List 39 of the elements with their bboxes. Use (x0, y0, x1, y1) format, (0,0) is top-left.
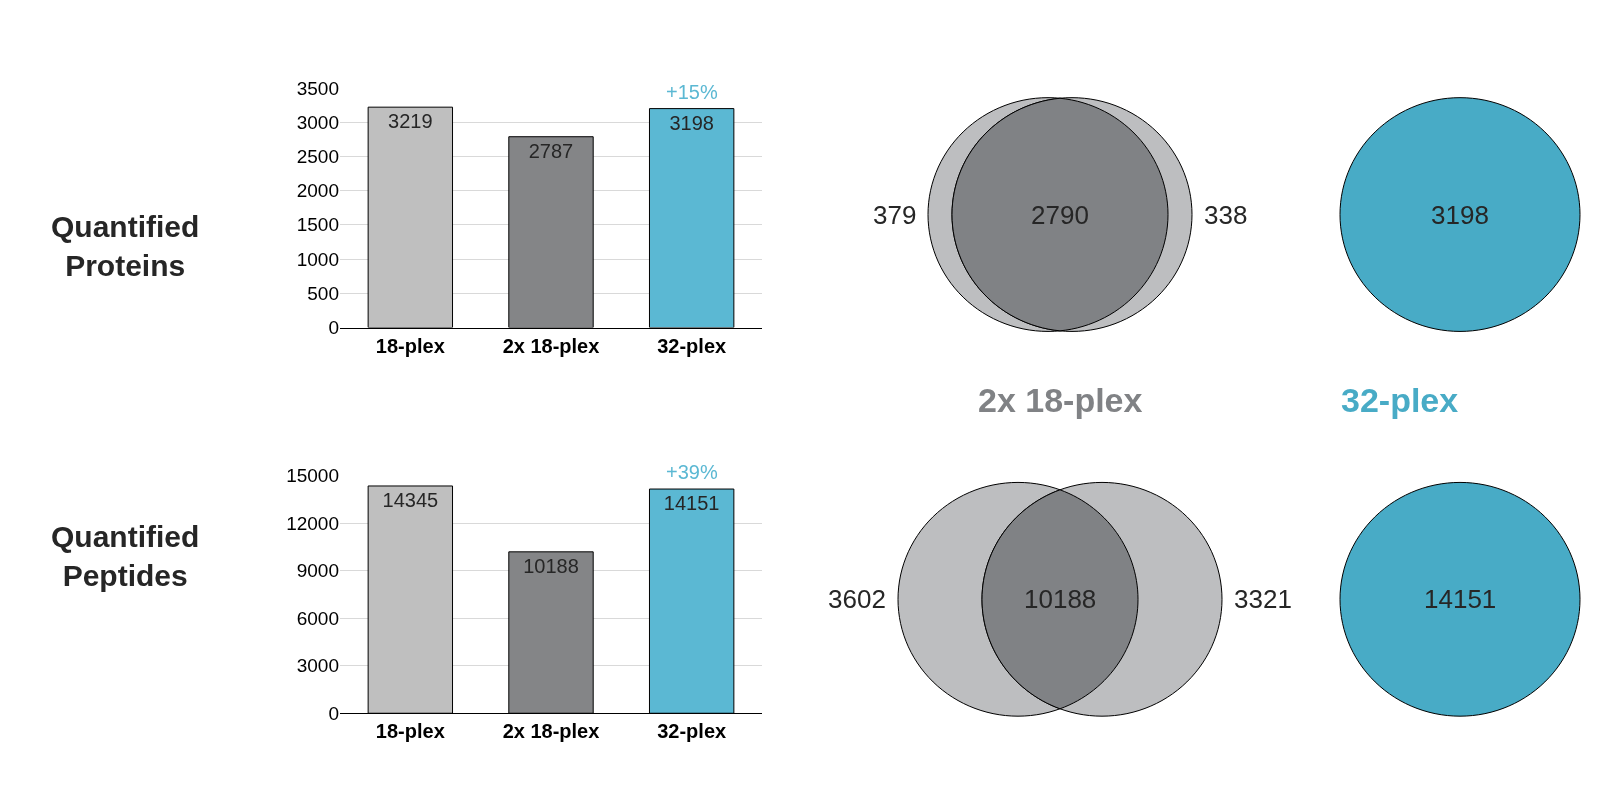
data-label: 3198 (669, 111, 714, 134)
y-tick-label: 0 (328, 702, 339, 724)
y-tick-label: 9000 (296, 560, 339, 582)
x-tick-label: 2x 18-plex (502, 720, 600, 743)
data-label: 2787 (528, 139, 574, 162)
data-label: 14345 (382, 488, 439, 511)
y-tick-label: 6000 (296, 607, 339, 629)
y-tick-label: 12000 (286, 512, 339, 534)
data-label: 379 (873, 200, 917, 230)
y-tick-label: 500 (307, 282, 339, 304)
x-tick-label: 18-plex (375, 334, 445, 357)
y-axis-title: Quantified Peptides (51, 520, 200, 592)
data-label: 3198 (1431, 200, 1489, 230)
x-tick-label: 32-plex (657, 720, 727, 743)
data-label: 14151 (663, 492, 720, 515)
annotation: +39% (666, 461, 718, 483)
data-label: 2790 (1031, 200, 1089, 230)
annotation: +15% (666, 81, 718, 103)
y-tick-label: 3000 (296, 655, 339, 677)
data-label: 14151 (1424, 584, 1497, 614)
x-tick-label: 18-plex (375, 720, 445, 743)
data-label: 338 (1204, 200, 1248, 230)
x-tick-label: 32-plex (657, 334, 727, 357)
y-axis-title: Quantified Proteins (51, 210, 200, 282)
y-tick-label: 3500 (296, 77, 339, 99)
y-tick-label: 2500 (296, 146, 339, 168)
data-label: 3602 (828, 584, 886, 614)
text: 2x 18-plex (978, 381, 1143, 419)
data-label: 10188 (523, 554, 579, 577)
x-tick-label: 2x 18-plex (502, 334, 600, 357)
data-label: 3219 (388, 110, 433, 133)
text: 32-plex (1341, 381, 1459, 419)
y-tick-label: 1000 (296, 248, 339, 270)
y-tick-label: 3000 (296, 111, 339, 133)
y-tick-label: 2000 (296, 180, 339, 202)
y-tick-label: 1500 (296, 214, 339, 236)
y-tick-label: 15000 (286, 465, 339, 487)
data-label: 3321 (1234, 584, 1292, 614)
y-tick-label: 0 (328, 317, 339, 339)
